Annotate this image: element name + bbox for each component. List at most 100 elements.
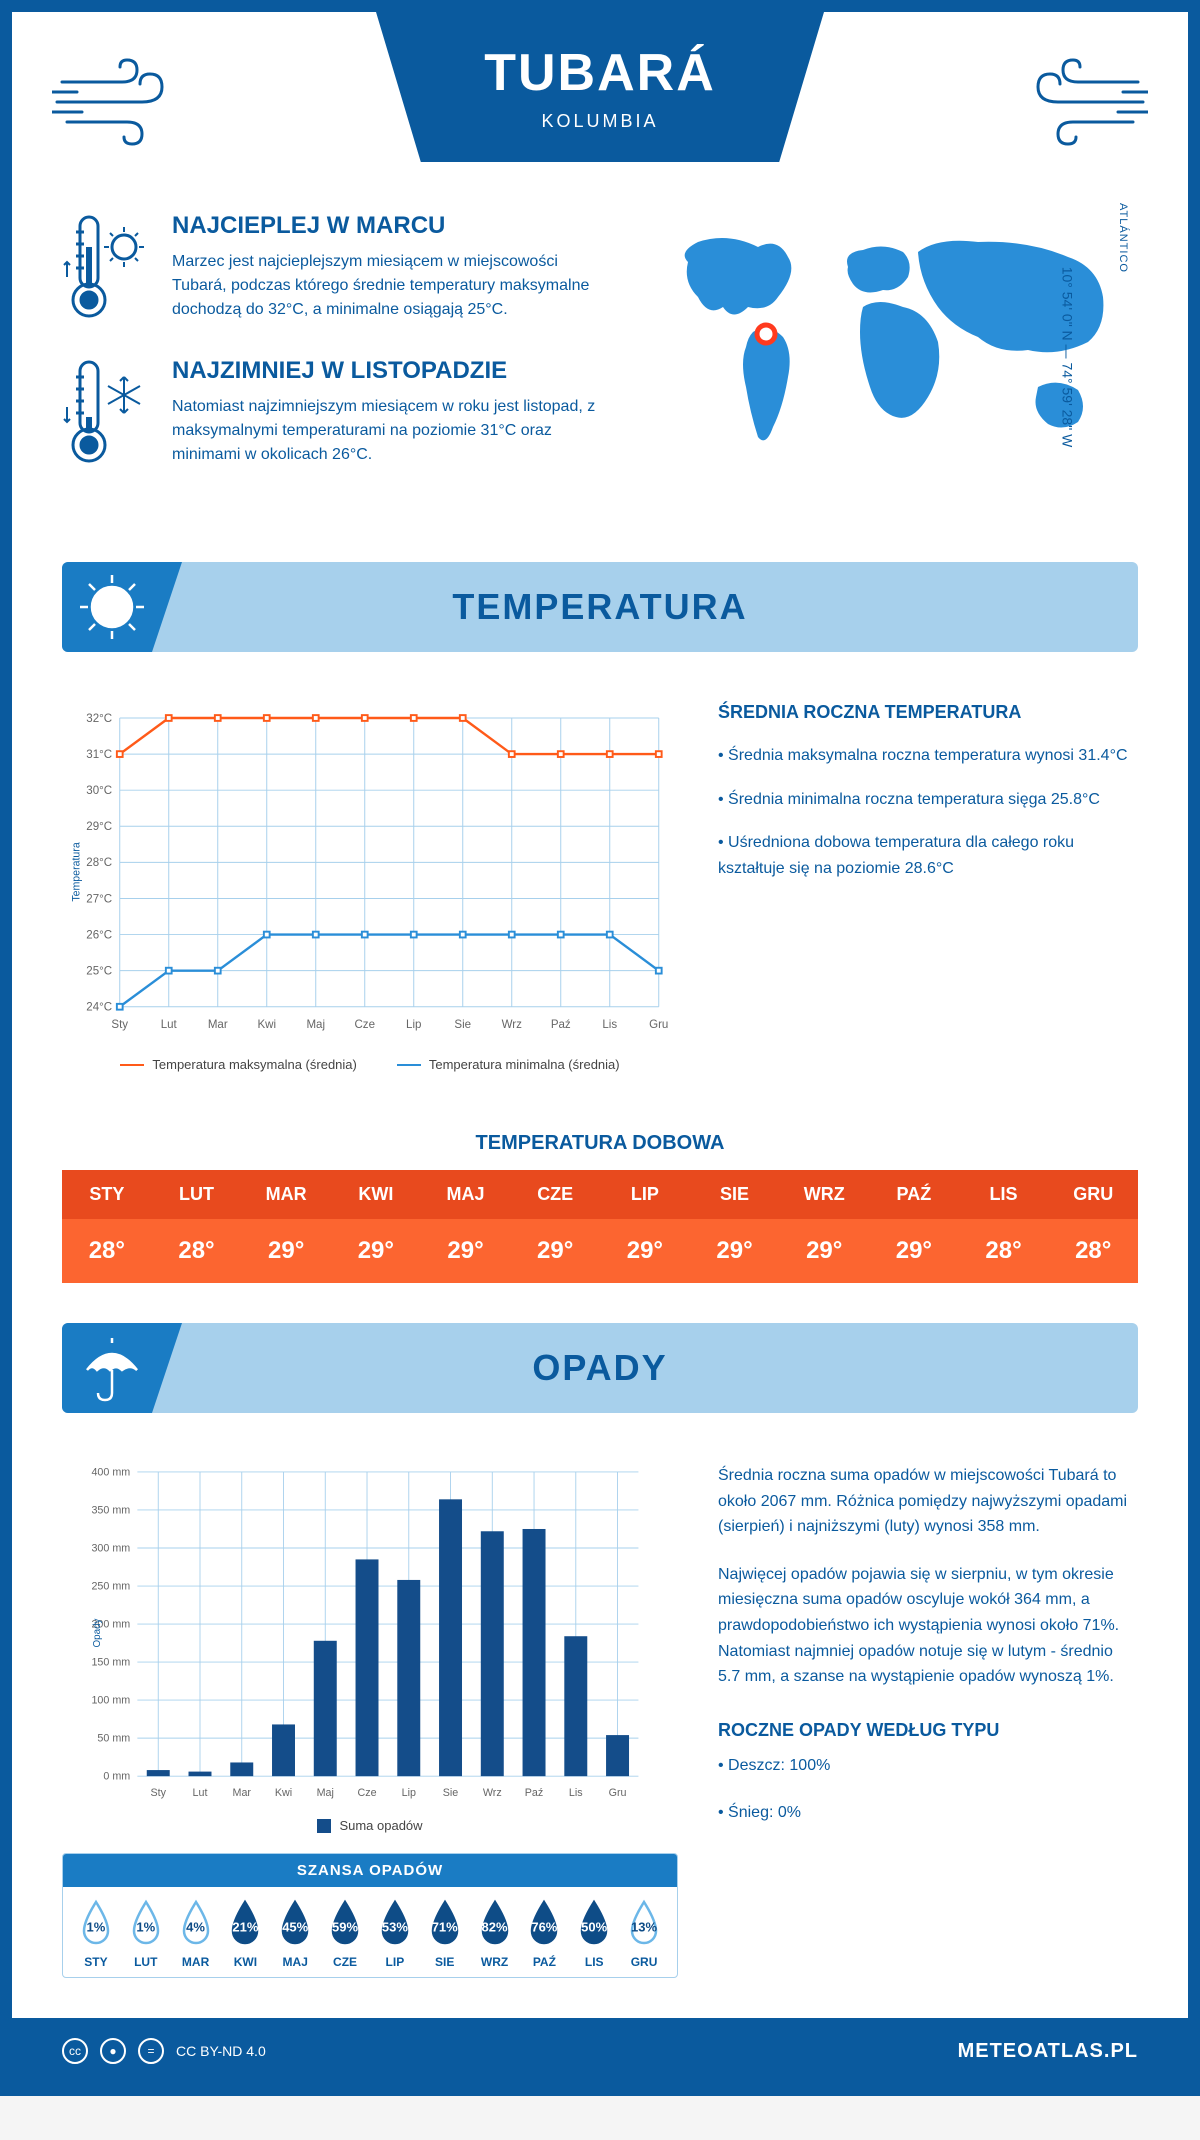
temp-side-p2: • Średnia minimalna roczna temperatura s… [718, 787, 1138, 813]
chance-panel: SZANSA OPADÓW 1% STY 1% LUT 4% MAR 21% K… [62, 1853, 678, 1978]
warmest-text: Marzec jest najcieplejszym miesiącem w m… [172, 250, 598, 322]
svg-text:26°C: 26°C [86, 929, 112, 941]
chance-cell: 76% PAŹ [519, 1899, 569, 1969]
site-name: METEOATLAS.PL [958, 2040, 1138, 2063]
svg-text:28°C: 28°C [86, 857, 112, 869]
chance-cell: 21% KWI [220, 1899, 270, 1969]
svg-text:Sty: Sty [111, 1019, 128, 1031]
license-text: CC BY-ND 4.0 [176, 2043, 266, 2059]
precip-p1: Średnia roczna suma opadów w miejscowośc… [718, 1463, 1138, 1540]
svg-text:27°C: 27°C [86, 893, 112, 905]
precip-legend: Suma opadów [339, 1818, 422, 1833]
svg-text:150 mm: 150 mm [91, 1657, 130, 1669]
svg-text:Cze: Cze [354, 1019, 375, 1031]
svg-text:0 mm: 0 mm [103, 1771, 130, 1783]
svg-text:350 mm: 350 mm [91, 1505, 130, 1517]
chance-cell: 1% STY [71, 1899, 121, 1969]
wind-icon-left [52, 52, 192, 152]
daily-value: 29° [690, 1219, 780, 1283]
svg-text:Wrz: Wrz [502, 1019, 523, 1031]
nd-icon: = [138, 2038, 164, 2064]
svg-text:Lut: Lut [193, 1787, 208, 1799]
daily-value: 29° [510, 1219, 600, 1283]
svg-text:Wrz: Wrz [483, 1787, 502, 1799]
daily-value: 28° [959, 1219, 1049, 1283]
legend-max: Temperatura maksymalna (średnia) [152, 1057, 356, 1072]
precip-banner: OPADY [62, 1323, 1138, 1413]
wind-icon-right [1008, 52, 1148, 152]
daily-value: 29° [421, 1219, 511, 1283]
svg-text:Lis: Lis [569, 1787, 583, 1799]
svg-text:Opady: Opady [92, 1618, 103, 1647]
daily-value: 28° [152, 1219, 242, 1283]
footer: cc ● = CC BY-ND 4.0 METEOATLAS.PL [12, 2018, 1188, 2084]
precip-snow: • Śnieg: 0% [718, 1800, 1138, 1826]
svg-text:Cze: Cze [357, 1787, 376, 1799]
svg-text:Lis: Lis [602, 1019, 617, 1031]
svg-text:Temperatura: Temperatura [70, 842, 82, 901]
daily-month: LIP [600, 1170, 690, 1219]
temp-side-p3: • Uśredniona dobowa temperatura dla całe… [718, 830, 1138, 881]
chance-title: SZANSA OPADÓW [63, 1854, 677, 1887]
svg-text:Sie: Sie [443, 1787, 459, 1799]
daily-value: 29° [779, 1219, 869, 1283]
thermometer-hot-icon [62, 212, 152, 322]
chance-cell: 71% SIE [420, 1899, 470, 1969]
coldest-title: NAJZIMNIEJ W LISTOPADZIE [172, 357, 598, 385]
daily-month: LIS [959, 1170, 1049, 1219]
daily-month: CZE [510, 1170, 600, 1219]
chance-cell: 1% LUT [121, 1899, 171, 1969]
daily-month: WRZ [779, 1170, 869, 1219]
cc-icon: cc [62, 2038, 88, 2064]
chance-cell: 82% WRZ [470, 1899, 520, 1969]
daily-month: LUT [152, 1170, 242, 1219]
by-icon: ● [100, 2038, 126, 2064]
daily-month: KWI [331, 1170, 421, 1219]
svg-text:Maj: Maj [317, 1787, 334, 1799]
precip-section-title: OPADY [532, 1347, 667, 1389]
daily-value: 29° [241, 1219, 331, 1283]
svg-text:Maj: Maj [306, 1019, 325, 1031]
region-label: ATLÁNTICO [1117, 203, 1129, 273]
chance-cell: 4% MAR [171, 1899, 221, 1969]
svg-text:Mar: Mar [208, 1019, 228, 1031]
intro-section: NAJCIEPLEJ W MARCU Marzec jest najcieple… [12, 192, 1188, 542]
svg-text:32°C: 32°C [86, 713, 112, 725]
svg-text:25°C: 25°C [86, 966, 112, 978]
daily-value: 28° [1048, 1219, 1138, 1283]
daily-title: TEMPERATURA DOBOWA [12, 1132, 1188, 1155]
svg-text:Lip: Lip [402, 1787, 416, 1799]
sun-icon [72, 567, 152, 647]
svg-text:250 mm: 250 mm [91, 1581, 130, 1593]
daily-value: 28° [62, 1219, 152, 1283]
coldest-text: Natomiast najzimniejszym miesiącem w rok… [172, 395, 598, 467]
svg-text:29°C: 29°C [86, 821, 112, 833]
daily-value: 29° [331, 1219, 421, 1283]
warmest-title: NAJCIEPLEJ W MARCU [172, 212, 598, 240]
daily-month: GRU [1048, 1170, 1138, 1219]
temp-section-title: TEMPERATURA [452, 586, 747, 628]
header: TUBARÁ KOLUMBIA [12, 12, 1188, 192]
temp-banner: TEMPERATURA [62, 562, 1138, 652]
legend-min: Temperatura minimalna (średnia) [429, 1057, 620, 1072]
daily-value: 29° [600, 1219, 690, 1283]
country-subtitle: KOLUMBIA [541, 111, 658, 132]
umbrella-icon [72, 1328, 152, 1408]
svg-text:50 mm: 50 mm [97, 1733, 130, 1745]
svg-text:100 mm: 100 mm [91, 1695, 130, 1707]
svg-text:30°C: 30°C [86, 785, 112, 797]
location-title: TUBARÁ [484, 43, 716, 103]
svg-text:Paź: Paź [551, 1019, 571, 1031]
svg-text:Lut: Lut [161, 1019, 178, 1031]
daily-month: MAR [241, 1170, 331, 1219]
svg-text:Gru: Gru [609, 1787, 627, 1799]
svg-text:Kwi: Kwi [257, 1019, 276, 1031]
svg-text:300 mm: 300 mm [91, 1543, 130, 1555]
chance-cell: 45% MAJ [270, 1899, 320, 1969]
svg-text:Sie: Sie [454, 1019, 471, 1031]
daily-table: STYLUTMARKWIMAJCZELIPSIEWRZPAŹLISGRU 28°… [62, 1170, 1138, 1283]
coordinates: 10° 54' 0" N — 74° 59' 28" W [1060, 267, 1076, 448]
svg-text:31°C: 31°C [86, 749, 112, 761]
daily-month: SIE [690, 1170, 780, 1219]
precip-p2: Najwięcej opadów pojawia się w sierpniu,… [718, 1562, 1138, 1690]
